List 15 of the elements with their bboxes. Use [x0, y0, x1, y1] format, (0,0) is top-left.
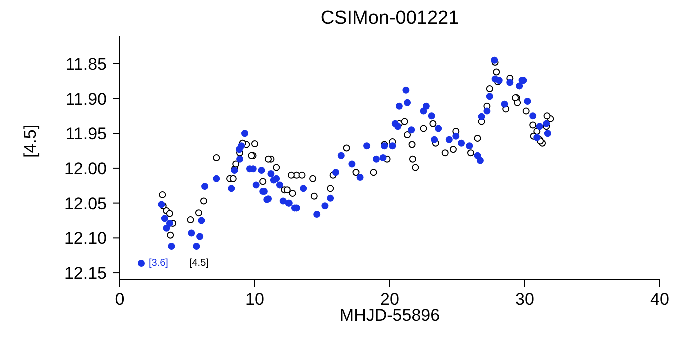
x-tick-label: 30: [516, 290, 534, 310]
y-axis-title: [4.5]: [21, 124, 40, 158]
y-tick-label: 11.85: [66, 54, 107, 74]
legend-label: [3.6]: [149, 258, 168, 269]
y-tick-label: 12.05: [64, 194, 107, 214]
y-tick-label: 11.90: [66, 90, 107, 109]
x-tick-label: 40: [650, 290, 670, 310]
y-tick-label: 12.00: [64, 159, 107, 178]
text: [4.5]: [189, 258, 209, 269]
y-tick-label: 11.95: [66, 124, 107, 144]
chart-title: CSIMon-001221: [320, 8, 460, 30]
x-tick-label: 0: [115, 290, 125, 310]
y-tick-label: 12.15: [64, 264, 107, 284]
x-tick-label: 10: [246, 290, 264, 310]
y-tick-label: 12.10: [64, 229, 107, 248]
